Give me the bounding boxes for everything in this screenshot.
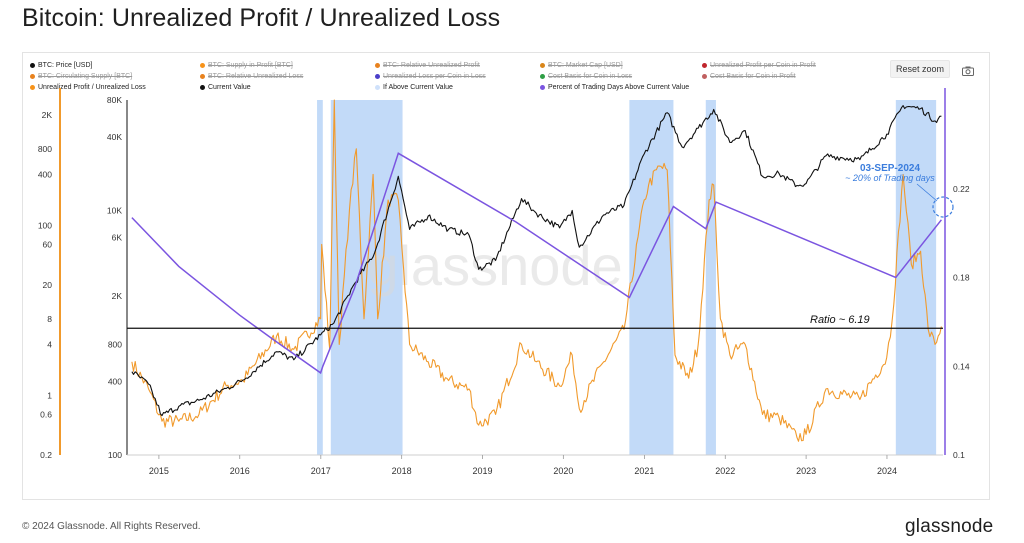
legend-symbol-icon <box>200 63 205 68</box>
legend-item[interactable]: Unrealized Profit per Coin in Profit <box>702 62 816 69</box>
legend-label: Unrealized Loss per Coin in Loss <box>383 73 486 80</box>
legend-label: BTC: Relative Unrealized Loss <box>208 73 304 80</box>
legend-item[interactable]: BTC: Relative Unrealized Profit <box>375 62 480 69</box>
legend-label: If Above Current Value <box>383 84 453 91</box>
legend-item[interactable]: Cost Basis for Coin in Loss <box>540 73 632 80</box>
legend-label: BTC: Supply in Profit [BTC] <box>208 62 293 69</box>
legend-item[interactable]: BTC: Relative Unrealized Loss <box>200 73 303 80</box>
legend-symbol-icon <box>375 85 380 90</box>
camera-icon[interactable] <box>962 63 974 76</box>
glassnode-logo: glassnode <box>905 516 994 537</box>
legend-label: Cost Basis for Coin in Loss <box>548 73 633 80</box>
legend-item[interactable]: Current Value <box>200 84 251 91</box>
legend-label: Current Value <box>208 84 251 91</box>
legend-symbol-icon <box>540 63 545 68</box>
legend-label: BTC: Circulating Supply [BTC] <box>38 73 133 80</box>
legend-item[interactable]: BTC: Price [USD] <box>30 62 92 69</box>
chart-panel <box>22 52 990 500</box>
legend-symbol-icon <box>375 63 380 68</box>
legend-symbol-icon <box>375 74 380 79</box>
legend-item[interactable]: Unrealized Profit / Unrealized Loss <box>30 84 146 91</box>
legend-symbol-icon <box>540 85 545 90</box>
legend-item[interactable]: Unrealized Loss per Coin in Loss <box>375 73 486 80</box>
legend-item[interactable]: BTC: Market Cap [USD] <box>540 62 623 69</box>
page-title: Bitcoin: Unrealized Profit / Unrealized … <box>22 4 501 32</box>
legend-item[interactable]: If Above Current Value <box>375 84 453 91</box>
legend-symbol-icon <box>702 63 707 68</box>
legend-item[interactable]: Percent of Trading Days Above Current Va… <box>540 84 689 91</box>
legend-item[interactable]: Cost Basis for Coin in Profit <box>702 73 796 80</box>
legend-symbol-icon <box>30 63 35 68</box>
legend-symbol-icon <box>30 85 35 90</box>
legend-symbol-icon <box>540 74 545 79</box>
legend-item[interactable]: BTC: Circulating Supply [BTC] <box>30 73 132 80</box>
legend-label: Percent of Trading Days Above Current Va… <box>548 84 690 91</box>
legend-symbol-icon <box>200 85 205 90</box>
legend-label: Cost Basis for Coin in Profit <box>710 73 796 80</box>
copyright-text: © 2024 Glassnode. All Rights Reserved. <box>22 521 201 532</box>
legend-symbol-icon <box>200 74 205 79</box>
legend-label: BTC: Market Cap [USD] <box>548 62 623 69</box>
legend-label: Unrealized Profit per Coin in Profit <box>710 62 816 69</box>
legend-item[interactable]: BTC: Supply in Profit [BTC] <box>200 62 293 69</box>
legend-label: Unrealized Profit / Unrealized Loss <box>38 84 146 91</box>
legend-symbol-icon <box>702 74 707 79</box>
legend-symbol-icon <box>30 74 35 79</box>
legend-label: BTC: Relative Unrealized Profit <box>383 62 480 69</box>
reset-zoom-button[interactable]: Reset zoom <box>890 60 950 78</box>
legend-label: BTC: Price [USD] <box>38 62 93 69</box>
